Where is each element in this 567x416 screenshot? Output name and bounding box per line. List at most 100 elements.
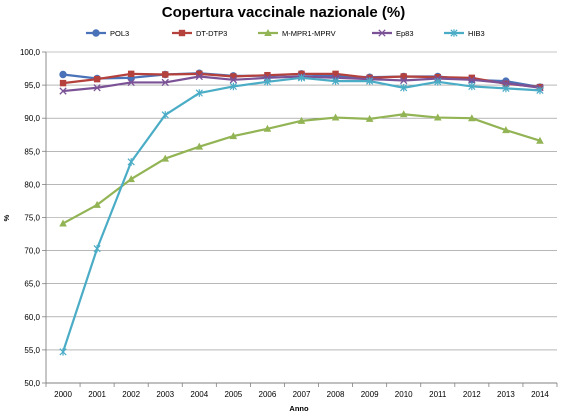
legend-label: DT-DTP3 xyxy=(196,29,227,38)
grid-lines xyxy=(46,51,557,351)
data-point-dt-dtp3 xyxy=(264,71,271,79)
chart-title: Copertura vaccinale nazionale (%) xyxy=(162,4,405,21)
legend-label: POL3 xyxy=(110,29,129,38)
y-tick-label: 55,0 xyxy=(24,346,40,355)
data-point-m-mpr1-mprv xyxy=(502,126,510,134)
x-tick-label: 2010 xyxy=(395,390,413,399)
x-tick-labels: 2000 2001 2002 2003 2004 2005 2006 2007 2008 2009… xyxy=(45,383,558,399)
legend-item-hib3: HIB3 xyxy=(444,29,485,38)
data-point-ep83 xyxy=(468,76,476,84)
data-point-m-mpr1-mprv xyxy=(59,219,67,227)
data-point-dt-dtp3 xyxy=(400,73,407,80)
data-point-hib3 xyxy=(297,74,306,82)
legend-marker xyxy=(92,29,100,37)
data-point-hib3 xyxy=(59,348,67,356)
legend-marker xyxy=(378,29,386,37)
y-tick-label: 85,0 xyxy=(24,147,40,156)
data-point-m-mpr1-mprv xyxy=(263,124,272,132)
x-tick-label: 2007 xyxy=(293,390,311,399)
data-point-m-mpr1-mprv xyxy=(468,114,476,122)
data-point-ep83 xyxy=(59,87,67,95)
data-point-dt-dtp3 xyxy=(298,70,305,78)
y-tick-label: 80,0 xyxy=(24,180,40,189)
data-point-dt-dtp3 xyxy=(127,70,135,78)
data-point-m-mpr1-mprv xyxy=(399,110,408,118)
y-tick-label: 60,0 xyxy=(24,313,40,322)
data-point-hib3 xyxy=(263,77,272,86)
legend-item-m-mpr1-mprv: M-MPR1-MPRV xyxy=(258,29,336,38)
x-tick-label: 2012 xyxy=(463,390,481,399)
series-lines xyxy=(59,69,544,356)
x-axis-title: Anno xyxy=(289,404,309,413)
y-tick-label: 95,0 xyxy=(24,81,40,90)
legend-item-dt-dtp3: DT-DTP3 xyxy=(172,29,227,38)
data-point-ep83 xyxy=(195,72,203,81)
data-point-ep83 xyxy=(400,76,408,85)
legend-marker xyxy=(450,29,458,37)
data-point-dt-dtp3 xyxy=(332,70,339,78)
x-tick-label: 2002 xyxy=(122,390,140,399)
data-point-hib3 xyxy=(366,77,374,85)
data-point-dt-dtp3 xyxy=(162,71,169,78)
data-point-hib3 xyxy=(127,158,135,166)
data-point-m-mpr1-mprv xyxy=(161,154,170,162)
data-point-m-mpr1-mprv xyxy=(93,200,101,208)
data-point-ep83 xyxy=(161,78,169,87)
data-point-ep83 xyxy=(229,76,238,84)
x-tick-label: 2001 xyxy=(88,390,106,399)
legend-marker xyxy=(264,29,272,36)
data-point-m-mpr1-mprv xyxy=(195,142,204,150)
data-point-dt-dtp3 xyxy=(196,70,203,78)
data-point-hib3 xyxy=(161,111,169,119)
y-tick-label: 65,0 xyxy=(24,280,40,289)
data-point-hib3 xyxy=(434,77,442,86)
data-point-hib3 xyxy=(195,89,203,97)
data-point-hib3 xyxy=(229,82,237,91)
data-point-m-mpr1-mprv xyxy=(536,136,544,144)
x-tick-label: 2000 xyxy=(54,390,72,399)
series-hib3 xyxy=(59,74,544,356)
data-point-ep83 xyxy=(127,78,135,87)
series-m-mpr1-mprv xyxy=(59,110,544,227)
data-point-hib3 xyxy=(536,86,544,95)
x-tick-label: 2014 xyxy=(531,390,549,399)
x-tick-label: 2009 xyxy=(361,390,379,399)
y-tick-label: 100,0 xyxy=(20,48,41,57)
x-tick-label: 2013 xyxy=(497,390,515,399)
data-point-dt-dtp3 xyxy=(230,73,237,80)
y-tick-labels: 50,0 55,0 60,0 65,0 70,0 75,0 80,0 85,0 90,0 95,0… xyxy=(20,48,46,388)
legend-item-ep83: Ep83 xyxy=(372,29,414,38)
legend-label: Ep83 xyxy=(396,29,414,38)
y-tick-label: 75,0 xyxy=(24,214,40,223)
legend-marker xyxy=(178,29,186,37)
data-point-m-mpr1-mprv xyxy=(433,113,442,121)
x-tick-label: 2011 xyxy=(429,390,447,399)
data-point-m-mpr1-mprv xyxy=(229,132,238,140)
data-point-hib3 xyxy=(468,82,476,91)
data-point-ep83 xyxy=(502,79,510,87)
data-point-hib3 xyxy=(331,77,340,85)
x-tick-label: 2003 xyxy=(156,390,174,399)
data-point-m-mpr1-mprv xyxy=(365,114,374,122)
legend-label: HIB3 xyxy=(468,29,485,38)
y-axis-title: % xyxy=(2,214,11,221)
x-tick-label: 2006 xyxy=(259,390,277,399)
data-point-hib3 xyxy=(93,244,101,253)
data-point-m-mpr1-mprv xyxy=(331,113,340,121)
series-line-m-mpr1-mprv xyxy=(62,113,541,225)
x-tick-label: 2008 xyxy=(327,390,345,399)
data-point-dt-dtp3 xyxy=(93,75,101,83)
data-point-ep83 xyxy=(93,84,101,92)
data-point-hib3 xyxy=(502,84,510,93)
data-point-m-mpr1-mprv xyxy=(297,116,306,124)
x-tick-label: 2004 xyxy=(190,390,208,399)
data-point-m-mpr1-mprv xyxy=(127,175,135,183)
legend-label: M-MPR1-MPRV xyxy=(282,29,336,38)
data-point-dt-dtp3 xyxy=(468,74,476,82)
data-point-dt-dtp3 xyxy=(434,73,441,81)
legend-item-pol3: POL3 xyxy=(86,29,129,38)
legend: POL3 DT-DTP3 M-MPR1-MPRV Ep83 HIB3 xyxy=(86,29,485,38)
y-tick-label: 50,0 xyxy=(24,379,40,388)
